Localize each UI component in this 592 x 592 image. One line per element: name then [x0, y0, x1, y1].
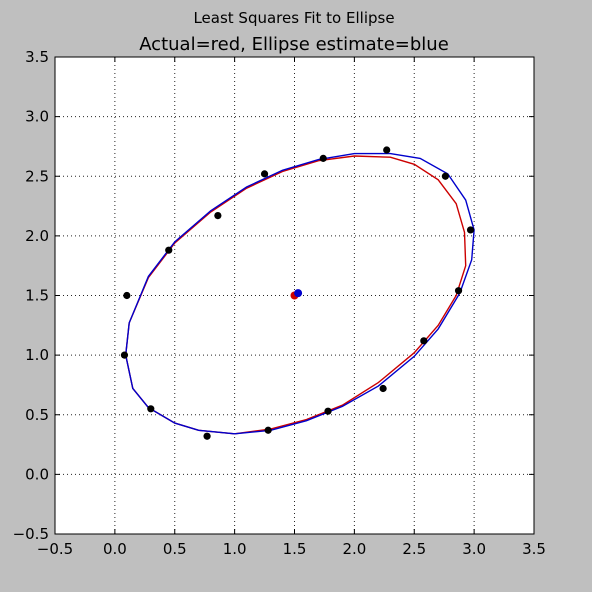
data-point	[467, 226, 474, 233]
estimate-center-point	[294, 289, 302, 297]
data-point	[320, 155, 327, 162]
data-point	[121, 352, 128, 359]
x-tick-label: 2.0	[342, 540, 366, 558]
data-point	[383, 146, 390, 153]
y-tick-labels: −0.5 0.0 0.5 1.0 1.5 2.0 2.5 3.0 3.5	[13, 48, 49, 543]
y-tick-label: 2.0	[25, 227, 49, 245]
y-tick-label: 3.5	[25, 48, 49, 66]
figure-suptitle: Least Squares Fit to Ellipse	[193, 9, 394, 27]
data-point	[420, 337, 427, 344]
y-tick-label: 1.0	[25, 346, 49, 364]
y-tick-label: 1.5	[25, 287, 49, 305]
data-point	[123, 292, 130, 299]
x-tick-label: 0.5	[163, 540, 187, 558]
data-point	[165, 247, 172, 254]
y-tick-label: 0.0	[25, 465, 49, 483]
data-point	[265, 427, 272, 434]
data-point	[261, 170, 268, 177]
x-tick-label: 0.0	[103, 540, 127, 558]
data-point	[380, 385, 387, 392]
y-tick-label: 3.0	[25, 108, 49, 126]
x-tick-label: 3.5	[522, 540, 546, 558]
data-point	[442, 173, 449, 180]
x-tick-label: 3.0	[462, 540, 486, 558]
x-tick-label: 1.5	[283, 540, 307, 558]
x-tick-label: 1.0	[223, 540, 247, 558]
data-point	[324, 408, 331, 415]
y-tick-label: 2.5	[25, 167, 49, 185]
x-tick-labels: −0.5 0.0 0.5 1.0 1.5 2.0 2.5 3.0 3.5	[37, 540, 546, 558]
data-point	[214, 212, 221, 219]
y-tick-label: 0.5	[25, 406, 49, 424]
y-tick-label: −0.5	[13, 525, 49, 543]
data-point	[203, 433, 210, 440]
data-point	[147, 405, 154, 412]
data-point	[455, 287, 462, 294]
chart-title: Actual=red, Ellipse estimate=blue	[139, 34, 449, 55]
x-tick-label: 2.5	[402, 540, 426, 558]
